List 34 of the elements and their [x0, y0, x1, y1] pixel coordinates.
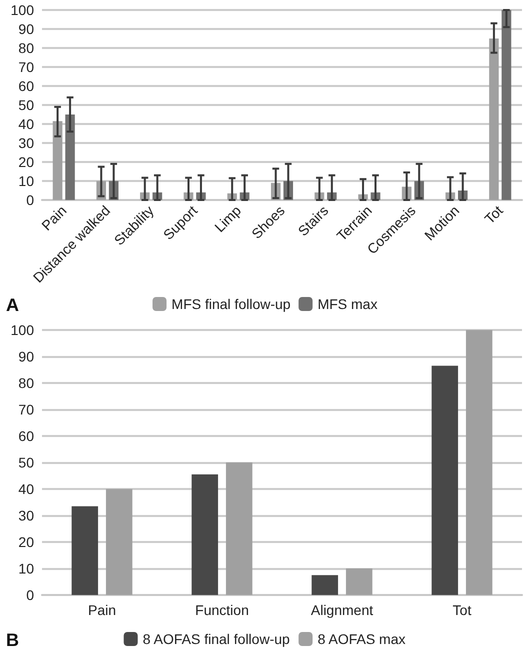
x-tick-label: Function [195, 602, 249, 618]
y-tick-label: 80 [18, 40, 34, 56]
legend-label: 8 AOFAS max [318, 631, 406, 647]
x-tick-label: Tot [481, 202, 506, 227]
y-tick-label: 100 [10, 2, 34, 18]
y-tick-label: 30 [18, 508, 34, 524]
legend-label: MFS final follow-up [172, 296, 291, 312]
y-tick-label: 90 [18, 348, 34, 364]
y-tick-label: 90 [18, 21, 34, 37]
y-tick-label: 50 [18, 97, 34, 113]
y-tick-label: 0 [26, 192, 34, 208]
y-tick-label: 40 [18, 116, 34, 132]
y-tick-label: 80 [18, 375, 34, 391]
y-tick-label: 60 [18, 78, 34, 94]
x-tick-label: Pain [38, 202, 70, 234]
y-tick-label: 20 [18, 154, 34, 170]
text: A [6, 295, 19, 315]
y-tick-label: 10 [18, 560, 34, 576]
y-tick-label: 60 [18, 428, 34, 444]
x-tick-label: Alignment [310, 602, 374, 618]
y-tick-label: 20 [18, 534, 34, 550]
y-tick-label: 10 [18, 173, 34, 189]
y-tick-label: 40 [18, 481, 34, 497]
x-tick-label: Pain [88, 602, 116, 618]
y-tick-label: 50 [18, 454, 34, 470]
text: B [6, 630, 19, 650]
y-tick-label: 70 [18, 402, 34, 418]
y-tick-label: 70 [18, 59, 34, 75]
y-tick-label: 0 [26, 587, 34, 603]
y-tick-label: 30 [18, 135, 34, 151]
y-tick-label: 100 [10, 322, 34, 338]
legend-label: 8 AOFAS final follow-up [142, 631, 290, 647]
x-tick-label: Tot [452, 602, 472, 618]
legend-label: MFS max [318, 296, 378, 312]
